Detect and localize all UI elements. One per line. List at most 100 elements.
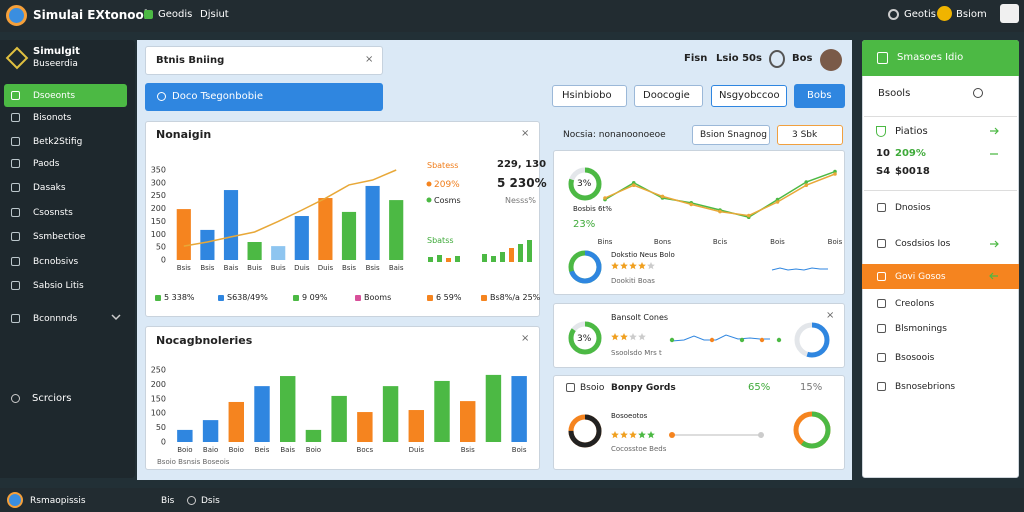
item-icon bbox=[11, 232, 20, 241]
stat-text: Booms bbox=[364, 293, 392, 302]
avatar[interactable] bbox=[1000, 4, 1019, 23]
search-placeholder: Btnis Bniing bbox=[156, 55, 225, 66]
sidebar-item[interactable]: Dsoeonts bbox=[33, 91, 76, 101]
search-icon[interactable] bbox=[973, 88, 983, 98]
line-panel bbox=[553, 150, 845, 295]
item-icon bbox=[877, 299, 886, 308]
sidebar-item[interactable]: Bisonots bbox=[33, 113, 72, 123]
item-icon bbox=[11, 208, 20, 217]
header-icon bbox=[877, 52, 888, 64]
right-link[interactable]: Creolons bbox=[895, 299, 935, 309]
item-icon bbox=[877, 324, 886, 333]
app-name: Simulai EXtonooi bbox=[33, 8, 148, 22]
stat-text: S638/49% bbox=[227, 293, 268, 302]
stat-text: Bs8%/a 25% bbox=[490, 293, 541, 302]
toolbar-button[interactable] bbox=[634, 85, 703, 107]
footer-icon bbox=[187, 496, 196, 505]
close[interactable]: × bbox=[521, 128, 530, 139]
stat-value: $0018 bbox=[895, 166, 930, 177]
toolbar-button[interactable] bbox=[552, 85, 627, 107]
search-box[interactable] bbox=[145, 46, 383, 75]
sidebar-footer[interactable]: Scrciors bbox=[32, 393, 72, 404]
sidebar-item[interactable]: Csosnsts bbox=[33, 208, 73, 218]
toolbar-button[interactable] bbox=[794, 84, 845, 108]
search-label[interactable]: Bsools bbox=[878, 88, 911, 99]
item-icon bbox=[877, 353, 886, 362]
item-icon bbox=[877, 272, 886, 281]
right-link[interactable]: Bsnosebrions bbox=[895, 382, 956, 392]
donut-label: 3% bbox=[577, 334, 592, 344]
tag[interactable] bbox=[692, 125, 770, 145]
item-sub: Ssoolsdo Mrs t bbox=[611, 349, 662, 357]
bar-panel bbox=[145, 326, 540, 470]
shield-icon bbox=[876, 126, 886, 137]
banner-text: Doco Tsegonbobie bbox=[172, 91, 263, 102]
donut-label: 3% bbox=[577, 179, 592, 189]
item-icon bbox=[11, 281, 20, 290]
footer-logo bbox=[7, 492, 23, 508]
stat-value: 65% bbox=[748, 382, 771, 393]
toolbar-label: Nsgyobccoo bbox=[719, 90, 780, 101]
item-icon bbox=[11, 314, 20, 323]
item-icon bbox=[11, 159, 20, 168]
close[interactable]: × bbox=[521, 333, 530, 344]
sidebar-item[interactable]: Bcnobsivs bbox=[33, 257, 79, 267]
close[interactable]: × bbox=[365, 54, 374, 65]
item-icon bbox=[11, 183, 20, 192]
sidebar-item[interactable]: Dasaks bbox=[33, 183, 66, 193]
stat-dot bbox=[218, 295, 224, 301]
side-label: Sbatess bbox=[427, 161, 459, 170]
stat-text: 6 59% bbox=[436, 293, 462, 302]
item-title: Dokstio Neus Bolo bbox=[611, 251, 675, 259]
panel-title: Nonaigin bbox=[156, 128, 212, 141]
sidebar-item[interactable]: Betk2Stifig bbox=[33, 137, 83, 147]
nav-item[interactable]: Djsiut bbox=[200, 9, 229, 20]
sidebar-item[interactable]: Ssmbectioe bbox=[33, 232, 86, 242]
item-sub: Dookiti Boas bbox=[611, 277, 655, 285]
nav-icon bbox=[144, 10, 153, 19]
item-icon bbox=[877, 239, 886, 248]
stat-value: 209% bbox=[895, 148, 926, 159]
stat-prefix: 10 bbox=[876, 148, 890, 159]
header-label: Bos bbox=[792, 53, 813, 64]
stat-dot bbox=[481, 295, 487, 301]
sidebar-item[interactable]: Bconnnds bbox=[33, 314, 78, 324]
right-title: Smasoes Idio bbox=[897, 52, 964, 63]
right-item[interactable]: Dnosios bbox=[895, 203, 931, 213]
right-header bbox=[862, 40, 1019, 76]
sidebar-item[interactable]: Sabsio Litis bbox=[33, 281, 84, 291]
card bbox=[553, 303, 845, 368]
stat-label: Bosbis 6t% bbox=[573, 205, 612, 213]
active-label: Govi Gosos bbox=[895, 272, 946, 282]
nav-item[interactable]: Geodis bbox=[158, 9, 193, 20]
tag[interactable] bbox=[777, 125, 843, 145]
toolbar-button[interactable] bbox=[711, 85, 787, 107]
sidebar-item[interactable]: Paods bbox=[33, 159, 60, 169]
right-link[interactable]: Blsmonings bbox=[895, 324, 947, 334]
footer-text: Rsmaopissis bbox=[30, 496, 86, 506]
stat-value: 15% bbox=[800, 382, 823, 393]
footer-text[interactable]: Bis bbox=[161, 496, 175, 506]
side-label: Cosms bbox=[434, 196, 461, 205]
stat-prefix: S4 bbox=[876, 166, 891, 177]
avatar[interactable] bbox=[820, 49, 842, 71]
close[interactable]: × bbox=[826, 310, 835, 321]
account[interactable]: Bsiom bbox=[956, 9, 987, 20]
footer-text[interactable]: Dsis bbox=[201, 496, 220, 506]
sidebar-subtitle: Buseerdia bbox=[33, 59, 78, 69]
header-icon bbox=[769, 50, 785, 68]
right-link[interactable]: Bsosoois bbox=[895, 353, 935, 363]
right-item[interactable]: Cosdsios Ios bbox=[895, 239, 951, 249]
banner[interactable] bbox=[145, 83, 383, 111]
header-label: Fisn bbox=[684, 53, 708, 64]
side-value: Nesss% bbox=[505, 196, 537, 205]
header-label: Lsio 50s bbox=[716, 53, 762, 64]
footer-icon bbox=[11, 394, 20, 403]
active-item[interactable] bbox=[4, 84, 127, 107]
side-value: 229, 130 bbox=[497, 159, 547, 170]
stat-text: 9 09% bbox=[302, 293, 328, 302]
coin bbox=[937, 6, 952, 21]
item-icon bbox=[11, 257, 20, 266]
sidebar-title: Simulgit bbox=[33, 46, 80, 57]
